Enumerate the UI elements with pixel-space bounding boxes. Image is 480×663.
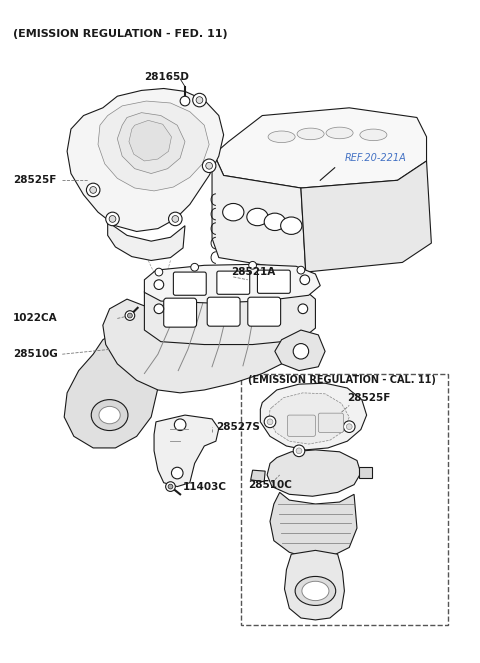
Circle shape xyxy=(128,313,132,318)
FancyBboxPatch shape xyxy=(257,270,290,293)
Circle shape xyxy=(86,183,100,197)
Circle shape xyxy=(172,215,179,222)
Ellipse shape xyxy=(268,131,295,143)
Ellipse shape xyxy=(360,129,387,141)
Polygon shape xyxy=(301,161,432,272)
Text: 28510G: 28510G xyxy=(13,349,58,359)
Ellipse shape xyxy=(326,127,353,139)
Text: (EMISSION REGULATION - FED. 11): (EMISSION REGULATION - FED. 11) xyxy=(13,29,228,38)
Text: 11403C: 11403C xyxy=(183,481,227,491)
Circle shape xyxy=(155,269,163,276)
Polygon shape xyxy=(285,550,345,620)
Polygon shape xyxy=(129,121,171,161)
Polygon shape xyxy=(275,330,325,371)
Circle shape xyxy=(347,424,352,430)
Circle shape xyxy=(180,96,190,106)
Ellipse shape xyxy=(295,576,336,605)
Ellipse shape xyxy=(297,128,324,140)
Polygon shape xyxy=(359,467,372,478)
Circle shape xyxy=(106,212,119,225)
Text: 28527S: 28527S xyxy=(216,422,260,432)
Circle shape xyxy=(264,416,276,428)
Polygon shape xyxy=(117,113,185,174)
Polygon shape xyxy=(269,393,349,444)
FancyBboxPatch shape xyxy=(207,297,240,326)
Ellipse shape xyxy=(99,406,120,424)
Circle shape xyxy=(203,159,216,172)
Circle shape xyxy=(168,212,182,225)
Text: REF.20-221A: REF.20-221A xyxy=(345,153,406,163)
Circle shape xyxy=(171,467,183,479)
FancyBboxPatch shape xyxy=(164,298,197,327)
FancyBboxPatch shape xyxy=(173,272,206,295)
Ellipse shape xyxy=(91,400,128,430)
Text: (EMISSION REGULATION - CAL. 11): (EMISSION REGULATION - CAL. 11) xyxy=(248,375,436,385)
Polygon shape xyxy=(260,383,367,450)
FancyBboxPatch shape xyxy=(248,297,281,326)
Text: 28521A: 28521A xyxy=(231,267,276,277)
Polygon shape xyxy=(108,222,185,261)
Circle shape xyxy=(192,93,206,107)
Circle shape xyxy=(125,311,135,320)
FancyBboxPatch shape xyxy=(318,413,343,432)
Ellipse shape xyxy=(264,213,286,231)
Circle shape xyxy=(267,419,273,425)
Circle shape xyxy=(293,343,309,359)
Circle shape xyxy=(298,304,308,314)
Polygon shape xyxy=(98,101,209,191)
Circle shape xyxy=(90,186,96,194)
Circle shape xyxy=(293,445,305,457)
Circle shape xyxy=(249,261,256,269)
Polygon shape xyxy=(251,470,265,482)
Text: 1022CA: 1022CA xyxy=(13,314,58,324)
Circle shape xyxy=(154,280,164,290)
Circle shape xyxy=(109,215,116,222)
Text: 28525F: 28525F xyxy=(348,392,391,402)
Circle shape xyxy=(296,448,302,453)
FancyBboxPatch shape xyxy=(288,415,315,436)
Polygon shape xyxy=(144,265,320,303)
Polygon shape xyxy=(267,450,361,496)
Polygon shape xyxy=(212,154,306,272)
Polygon shape xyxy=(103,290,311,393)
Polygon shape xyxy=(64,332,158,448)
Text: 28525F: 28525F xyxy=(13,175,56,185)
Circle shape xyxy=(174,419,186,430)
Polygon shape xyxy=(270,493,357,558)
Polygon shape xyxy=(144,278,315,345)
Circle shape xyxy=(196,97,203,103)
Ellipse shape xyxy=(247,208,268,225)
Circle shape xyxy=(191,263,199,271)
Polygon shape xyxy=(154,415,219,487)
Circle shape xyxy=(297,267,305,274)
Ellipse shape xyxy=(302,581,329,601)
Text: 28165D: 28165D xyxy=(144,72,189,82)
Polygon shape xyxy=(67,88,224,231)
Ellipse shape xyxy=(223,204,244,221)
Circle shape xyxy=(343,421,355,432)
Ellipse shape xyxy=(281,217,302,235)
Circle shape xyxy=(206,162,213,169)
Circle shape xyxy=(300,275,310,284)
FancyBboxPatch shape xyxy=(217,271,250,294)
Text: 28510C: 28510C xyxy=(248,479,292,490)
Circle shape xyxy=(154,304,164,314)
Circle shape xyxy=(168,484,173,489)
Polygon shape xyxy=(214,108,427,188)
Circle shape xyxy=(166,482,175,491)
